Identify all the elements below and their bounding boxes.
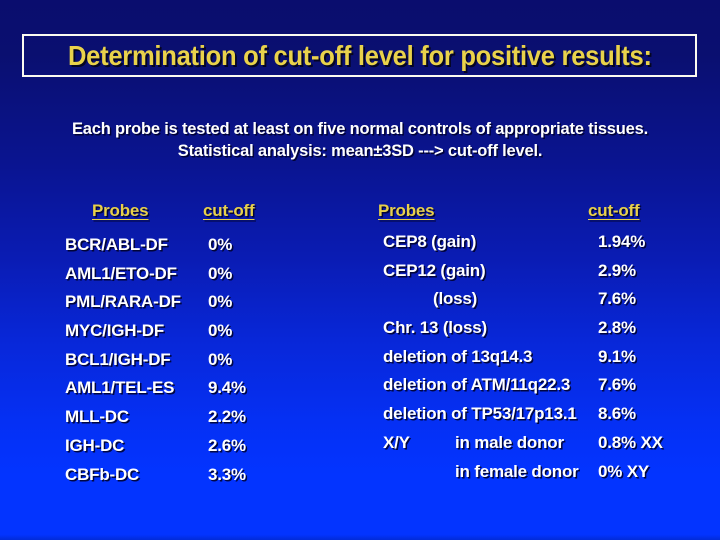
probe-name: AML1/TEL-ES — [65, 378, 175, 398]
probe-name: AML1/ETO-DF — [65, 263, 177, 283]
page-title: Determination of cut-off level for posit… — [67, 39, 652, 71]
cutoff-value: 3.3% — [208, 464, 246, 484]
cutoff-value: 9.4% — [208, 378, 246, 398]
probe-name: BCR/ABL-DF — [65, 235, 168, 254]
cutoff-value: 1.94% — [598, 232, 646, 251]
left-table-probes-header: Probes — [92, 201, 149, 220]
right-table-cutoff-header: cut-off — [588, 201, 640, 220]
probe-sub-label: in male donor — [455, 432, 564, 452]
probe-name: (loss) — [433, 289, 478, 309]
cutoff-value: 0.8% XX — [598, 432, 663, 452]
cutoff-value: 0% — [208, 292, 233, 312]
probe-name: IGH-DC — [65, 435, 125, 455]
probe-name: CEP12 (gain) — [383, 260, 486, 280]
probe-name: deletion of 13q14.3 — [383, 346, 533, 366]
cutoff-value: 0% XY — [598, 461, 649, 481]
probe-name: MYC/IGH-DF — [65, 321, 165, 341]
probe-name: PML/RARA-DF — [65, 292, 181, 312]
left-table-cutoff-header: cut-off — [203, 201, 255, 220]
probe-name: deletion of TP53/17p13.1 — [383, 404, 577, 424]
cutoff-value: 7.6% — [598, 375, 636, 395]
subtitle-line-2: Statistical analysis: mean±3SD ---> cut-… — [177, 142, 543, 160]
cutoff-value: 0% — [208, 235, 233, 254]
cutoff-value: 0% — [208, 263, 233, 283]
probe-name: CEP8 (gain) — [383, 232, 477, 251]
probe-name: CBFb-DC — [65, 464, 140, 484]
subtitle: Each probe is tested at least on five no… — [0, 118, 720, 162]
probe-name: BCL1/IGH-DF — [65, 349, 171, 369]
cutoff-value: 9.1% — [598, 346, 636, 366]
cutoff-value: 2.9% — [598, 260, 636, 280]
probe-sub-label: in female donor — [455, 461, 579, 481]
probe-name: deletion of ATM/11q22.3 — [383, 375, 571, 395]
probe-name: X/Y — [383, 432, 410, 452]
cutoff-value: 0% — [208, 349, 233, 369]
cutoff-value: 8.6% — [598, 404, 636, 424]
cutoff-value: 7.6% — [598, 289, 636, 309]
title-box: Determination of cut-off level for posit… — [22, 34, 697, 77]
right-table-probes-header: Probes — [378, 201, 435, 220]
probe-name: MLL-DC — [65, 407, 129, 427]
cutoff-value: 0% — [208, 321, 233, 341]
cutoff-value: 2.2% — [208, 407, 246, 427]
subtitle-line-1: Each probe is tested at least on five no… — [72, 120, 648, 138]
cutoff-value: 2.8% — [598, 318, 636, 338]
cutoff-value: 2.6% — [208, 435, 246, 455]
probe-name: Chr. 13 (loss) — [383, 318, 487, 338]
